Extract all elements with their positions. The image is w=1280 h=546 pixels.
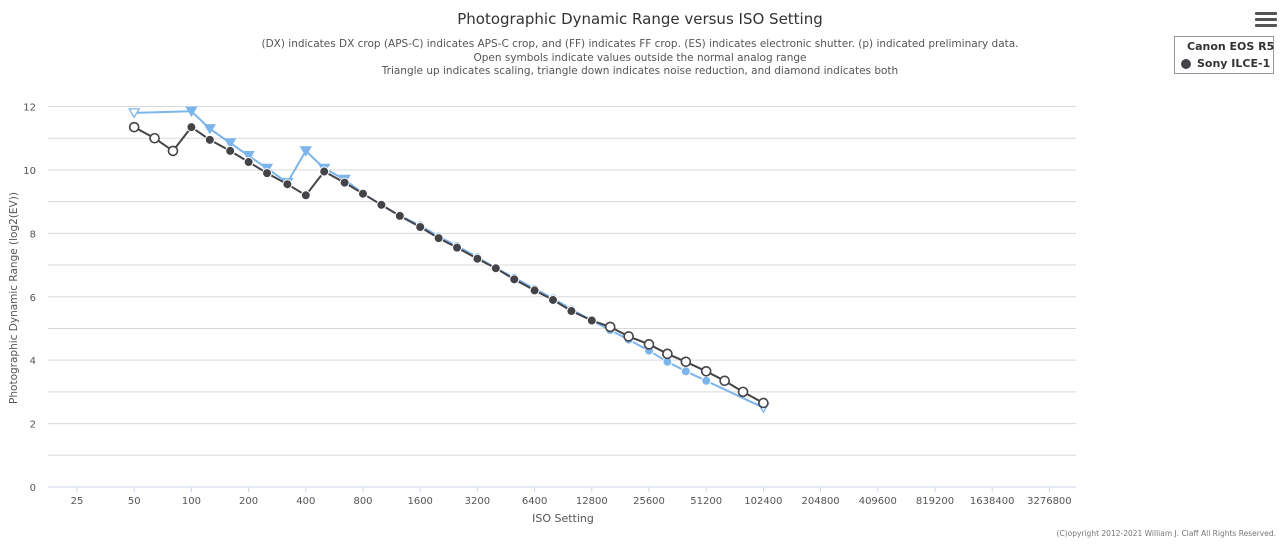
data-point-canon-eos-r5 bbox=[299, 146, 312, 157]
y-tick-label: 6 bbox=[30, 293, 36, 304]
data-point-sony-ilce-1 bbox=[737, 386, 749, 398]
x-tick-label: 1638400 bbox=[970, 496, 1015, 507]
data-point-sony-ilce-1 bbox=[604, 321, 616, 333]
x-tick-label: 409600 bbox=[859, 496, 897, 507]
legend-label-canon: Canon EOS R5 bbox=[1187, 40, 1275, 53]
data-point-sony-ilce-1 bbox=[719, 375, 730, 387]
x-tick-label: 25600 bbox=[633, 496, 665, 507]
data-point-sony-ilce-1 bbox=[319, 166, 330, 177]
x-tick-label: 50 bbox=[128, 496, 141, 507]
chart-title: Photographic Dynamic Range versus ISO Se… bbox=[457, 10, 823, 28]
data-point-sony-ilce-1 bbox=[376, 199, 387, 210]
x-tick-label: 800 bbox=[353, 496, 372, 507]
data-point-sony-ilce-1 bbox=[586, 315, 597, 326]
x-tick-label: 200 bbox=[239, 496, 258, 507]
data-point-sony-ilce-1 bbox=[394, 210, 405, 221]
axes: 0 2 4 6 8 10 12 25 50 100 200 400 800 1600 3200 6400 128… bbox=[23, 103, 1076, 507]
y-tick-label: 10 bbox=[23, 166, 36, 177]
menu-bar-top bbox=[1255, 12, 1277, 15]
x-tick-label: 6400 bbox=[522, 496, 547, 507]
menu-bar-middle bbox=[1255, 18, 1277, 21]
data-point-sony-ilce-1 bbox=[339, 177, 350, 188]
y-tick-label: 2 bbox=[30, 420, 36, 431]
menu-bar-bottom bbox=[1255, 24, 1277, 27]
data-point-sony-ilce-1 bbox=[300, 190, 311, 201]
data-point-sony-ilce-1 bbox=[623, 331, 634, 342]
x-tick-label: 400 bbox=[296, 496, 315, 507]
y-tick-label: 8 bbox=[30, 229, 36, 240]
data-point-sony-ilce-1 bbox=[452, 242, 463, 253]
x-tick-label: 3276800 bbox=[1027, 496, 1072, 507]
chart-subtitle-line-1: (DX) indicates DX crop (APS-C) indicates… bbox=[261, 38, 1018, 50]
data-point-sony-ilce-1 bbox=[262, 168, 273, 179]
y-tick-label: 4 bbox=[30, 356, 36, 367]
y-tick-label: 0 bbox=[30, 483, 36, 494]
x-tick-label: 204800 bbox=[802, 496, 840, 507]
x-tick-label: 51200 bbox=[690, 496, 722, 507]
data-point-sony-ilce-1 bbox=[509, 274, 520, 285]
data-point-canon-eos-r5 bbox=[680, 366, 691, 377]
data-point-canon-eos-r5 bbox=[701, 375, 712, 386]
data-point-sony-ilce-1 bbox=[282, 179, 293, 190]
x-tick-label: 3200 bbox=[465, 496, 490, 507]
data-point-sony-ilce-1 bbox=[643, 339, 655, 350]
data-point-sony-ilce-1 bbox=[415, 222, 426, 233]
data-point-canon-eos-r5 bbox=[128, 108, 141, 119]
data-point-sony-ilce-1 bbox=[680, 356, 692, 368]
data-point-sony-ilce-1 bbox=[186, 122, 197, 133]
copyright-notice: (C)opyright 2012-2021 William J. Claff A… bbox=[1056, 529, 1276, 538]
data-point-canon-eos-r5 bbox=[224, 138, 237, 149]
x-tick-label: 102400 bbox=[744, 496, 782, 507]
legend-label-sony: Sony ILCE-1 bbox=[1197, 57, 1271, 70]
data-point-sony-ilce-1 bbox=[548, 294, 559, 305]
y-tick-label: 12 bbox=[23, 103, 36, 114]
data-point-sony-ilce-1 bbox=[243, 157, 254, 168]
x-tick-label: 25 bbox=[71, 496, 84, 507]
data-point-sony-ilce-1 bbox=[490, 263, 501, 274]
x-tick-label: 100 bbox=[182, 496, 201, 507]
chart-subtitle-line-3: Triangle up indicates scaling, triangle … bbox=[381, 65, 898, 77]
y-axis-label: Photographic Dynamic Range (log2(EV)) bbox=[8, 192, 20, 404]
data-point-canon-eos-r5 bbox=[185, 106, 198, 118]
plot-series bbox=[128, 106, 770, 414]
data-point-sony-ilce-1 bbox=[758, 397, 769, 409]
chart-legend: Canon EOS R5 Sony ILCE-1 bbox=[1174, 36, 1274, 74]
data-point-sony-ilce-1 bbox=[566, 306, 577, 317]
data-point-sony-ilce-1 bbox=[529, 285, 540, 296]
data-point-sony-ilce-1 bbox=[225, 145, 236, 156]
data-point-sony-ilce-1 bbox=[204, 134, 215, 145]
chart-subtitle-line-2: Open symbols indicate values outside the… bbox=[473, 52, 806, 64]
data-point-sony-ilce-1 bbox=[472, 253, 483, 264]
x-tick-label: 819200 bbox=[916, 496, 954, 507]
x-tick-label: 12800 bbox=[576, 496, 608, 507]
data-point-sony-ilce-1 bbox=[433, 233, 444, 244]
grid-lines bbox=[48, 106, 1076, 456]
x-tick-label: 1600 bbox=[407, 496, 432, 507]
legend-item-canon[interactable]: Canon EOS R5 bbox=[1175, 39, 1275, 54]
series-line-sony-ilce-1 bbox=[133, 125, 764, 404]
hamburger-menu-icon[interactable] bbox=[1255, 10, 1277, 30]
data-point-canon-eos-r5 bbox=[242, 151, 255, 162]
data-point-canon-eos-r5 bbox=[203, 124, 216, 135]
data-point-sony-ilce-1 bbox=[149, 132, 160, 144]
data-point-sony-ilce-1 bbox=[700, 365, 712, 377]
x-axis-label: ISO Setting bbox=[532, 512, 594, 525]
data-point-sony-ilce-1 bbox=[662, 348, 673, 360]
legend-swatch-sony bbox=[1181, 58, 1191, 69]
data-point-sony-ilce-1 bbox=[167, 145, 179, 157]
data-point-sony-ilce-1 bbox=[358, 188, 368, 199]
data-point-sony-ilce-1 bbox=[128, 121, 140, 133]
legend-item-sony[interactable]: Sony ILCE-1 bbox=[1175, 56, 1273, 71]
